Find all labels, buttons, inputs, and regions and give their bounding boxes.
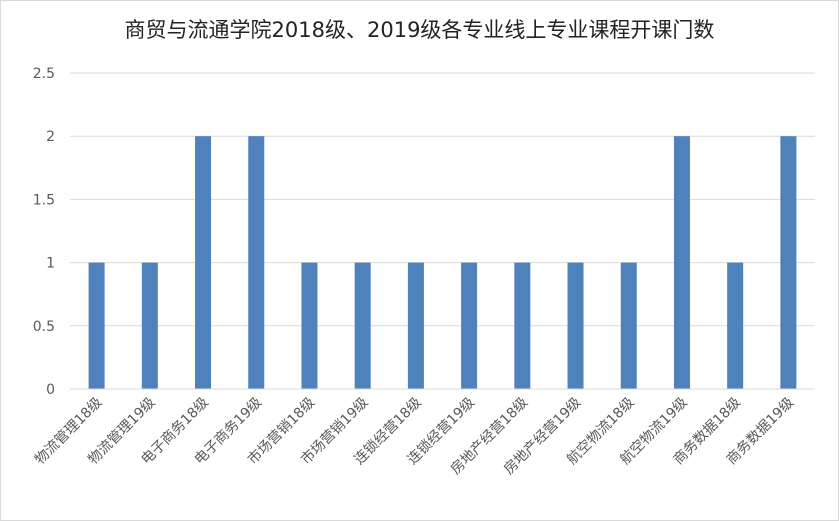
y-tick-label: 2.5 xyxy=(33,66,55,82)
bar xyxy=(673,136,690,389)
y-tick-label: 0.5 xyxy=(33,319,55,335)
bar xyxy=(88,262,105,389)
chart-title: 商贸与流通学院2018级、2019级各专业线上专业课程开课门数 xyxy=(124,18,715,42)
bar xyxy=(248,136,265,389)
y-axis: 0 0.5 1 1.5 2 2.5 xyxy=(33,66,55,398)
bar xyxy=(620,262,637,389)
y-tick-label: 1.5 xyxy=(33,192,55,208)
bar xyxy=(407,262,424,389)
y-tick-label: 0 xyxy=(46,382,55,398)
bar xyxy=(780,136,797,389)
bar xyxy=(514,262,531,389)
bars xyxy=(88,136,797,389)
bar xyxy=(727,262,744,389)
bar xyxy=(567,262,584,389)
bar xyxy=(195,136,212,389)
bar xyxy=(354,262,371,389)
gridlines xyxy=(70,72,815,390)
bar xyxy=(461,262,478,389)
y-tick-label: 2 xyxy=(46,129,55,145)
bar xyxy=(301,262,318,389)
bar xyxy=(141,262,158,389)
y-tick-label: 1 xyxy=(46,256,55,272)
x-axis: 物流管理18级物流管理19级电子商务18级电子商务19级市场营销18级市场营销1… xyxy=(32,388,815,478)
